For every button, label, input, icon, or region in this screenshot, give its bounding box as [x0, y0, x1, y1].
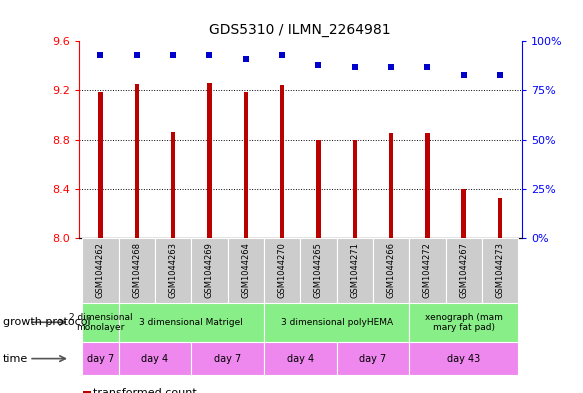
Bar — [445, 238, 482, 303]
Text: transformed count: transformed count — [93, 388, 197, 393]
Bar — [208, 83, 212, 238]
Text: growth protocol: growth protocol — [3, 317, 90, 327]
Bar — [409, 238, 445, 303]
Text: GSM1044264: GSM1044264 — [241, 242, 250, 298]
Point — [278, 52, 287, 58]
Point — [387, 64, 396, 70]
Bar — [227, 238, 264, 303]
Text: GSM1044270: GSM1044270 — [278, 242, 287, 298]
Bar — [135, 84, 139, 238]
Point — [168, 52, 178, 58]
Title: GDS5310 / ILMN_2264981: GDS5310 / ILMN_2264981 — [209, 24, 391, 37]
Text: day 43: day 43 — [447, 354, 480, 364]
Point — [459, 72, 468, 78]
Text: day 4: day 4 — [287, 354, 314, 364]
Bar — [119, 238, 155, 303]
Text: 3 dimensional polyHEMA: 3 dimensional polyHEMA — [280, 318, 392, 327]
Text: xenograph (mam
mary fat pad): xenograph (mam mary fat pad) — [425, 312, 503, 332]
Text: day 4: day 4 — [142, 354, 168, 364]
Bar — [119, 303, 264, 342]
Bar — [316, 140, 321, 238]
Bar — [409, 303, 518, 342]
Text: day 7: day 7 — [359, 354, 387, 364]
Bar — [409, 342, 518, 375]
Bar — [191, 238, 227, 303]
Point — [314, 62, 323, 68]
Bar — [99, 92, 103, 238]
Bar — [373, 238, 409, 303]
Bar — [425, 133, 430, 238]
Point — [132, 52, 142, 58]
Bar — [264, 238, 300, 303]
Bar — [280, 85, 285, 238]
Text: GSM1044271: GSM1044271 — [350, 242, 359, 298]
Bar — [353, 140, 357, 238]
Text: GSM1044272: GSM1044272 — [423, 242, 432, 298]
Text: 3 dimensional Matrigel: 3 dimensional Matrigel — [139, 318, 243, 327]
Text: GSM1044269: GSM1044269 — [205, 242, 214, 298]
Bar — [82, 303, 119, 342]
Point — [241, 56, 251, 62]
Bar — [264, 303, 409, 342]
Bar — [191, 342, 264, 375]
Point — [423, 64, 432, 70]
Point — [205, 52, 214, 58]
Text: GSM1044273: GSM1044273 — [496, 242, 504, 298]
Text: GSM1044262: GSM1044262 — [96, 242, 105, 298]
Text: 2 dimensional
monolayer: 2 dimensional monolayer — [69, 312, 132, 332]
Bar — [244, 92, 248, 238]
Point — [350, 64, 359, 70]
Point — [496, 72, 505, 78]
Text: GSM1044268: GSM1044268 — [132, 242, 141, 298]
Text: GSM1044265: GSM1044265 — [314, 242, 323, 298]
Bar — [389, 133, 393, 238]
Text: time: time — [3, 354, 28, 364]
Bar — [119, 342, 191, 375]
Bar — [300, 238, 336, 303]
Point — [96, 52, 105, 58]
Bar — [482, 238, 518, 303]
Bar — [82, 342, 119, 375]
Text: GSM1044263: GSM1044263 — [168, 242, 178, 298]
Text: day 7: day 7 — [87, 354, 114, 364]
Bar — [264, 342, 336, 375]
Text: day 7: day 7 — [214, 354, 241, 364]
Bar — [82, 238, 119, 303]
Bar — [462, 189, 466, 238]
Bar — [498, 198, 502, 238]
Text: GSM1044266: GSM1044266 — [387, 242, 395, 298]
Bar — [336, 342, 409, 375]
Text: GSM1044267: GSM1044267 — [459, 242, 468, 298]
Bar — [155, 238, 191, 303]
Bar — [336, 238, 373, 303]
Bar — [171, 132, 175, 238]
